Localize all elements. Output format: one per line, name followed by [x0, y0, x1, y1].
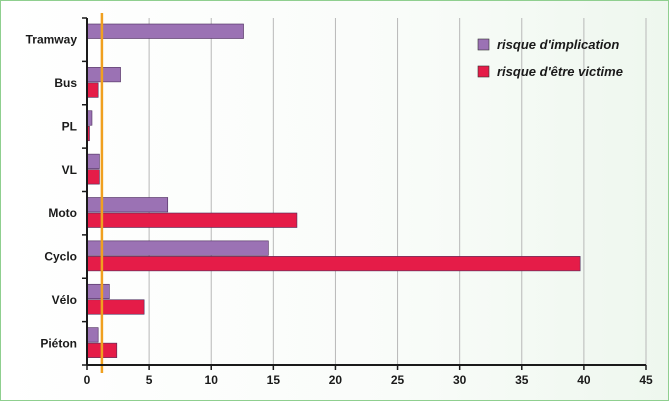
category-labels: Tramway Bus PL VL Moto Cyclo Vélo Piéton	[26, 33, 78, 351]
bar-victime	[86, 169, 100, 185]
legend-swatch-implication	[477, 38, 490, 51]
bar-implication	[86, 327, 99, 343]
x-tick-label: 25	[391, 373, 405, 387]
x-tick-label: 45	[639, 373, 653, 387]
x-tick-label: 0	[84, 373, 91, 387]
gridlines	[148, 18, 647, 365]
category-label: Cyclo	[44, 250, 77, 264]
bar-implication	[86, 197, 169, 213]
bar-implication	[86, 67, 121, 83]
category-label: Moto	[48, 206, 77, 220]
category-label: PL	[62, 119, 77, 133]
legend-label-victime: risque d'être victime	[497, 64, 623, 79]
legend-swatch-victime	[477, 65, 490, 78]
category-label: Vélo	[52, 293, 77, 307]
bar-implication	[86, 240, 269, 256]
category-label: Tramway	[26, 33, 78, 47]
bars	[86, 23, 581, 358]
bar-victime	[86, 256, 581, 272]
legend: risque d'implication risque d'être victi…	[477, 37, 623, 79]
tick-labels: 0 5 10 15 20 25 30 35 40 45	[84, 373, 653, 387]
x-tick-label: 30	[453, 373, 467, 387]
x-tick-label: 5	[146, 373, 153, 387]
x-tick-label: 10	[205, 373, 219, 387]
bar-implication	[86, 153, 100, 169]
axes	[82, 17, 647, 370]
category-label: Piéton	[40, 336, 77, 350]
bar-victime	[86, 82, 99, 98]
bar-victime	[86, 212, 298, 228]
bar-implication	[86, 283, 110, 300]
x-tick-label: 35	[515, 373, 529, 387]
legend-label-implication: risque d'implication	[497, 37, 619, 52]
bar-victime	[86, 299, 145, 315]
x-tick-label: 40	[577, 373, 591, 387]
bar-implication	[86, 23, 244, 39]
x-tick-label: 15	[267, 373, 281, 387]
category-label: Bus	[54, 76, 77, 90]
category-label: VL	[62, 163, 77, 177]
x-tick-label: 20	[329, 373, 343, 387]
